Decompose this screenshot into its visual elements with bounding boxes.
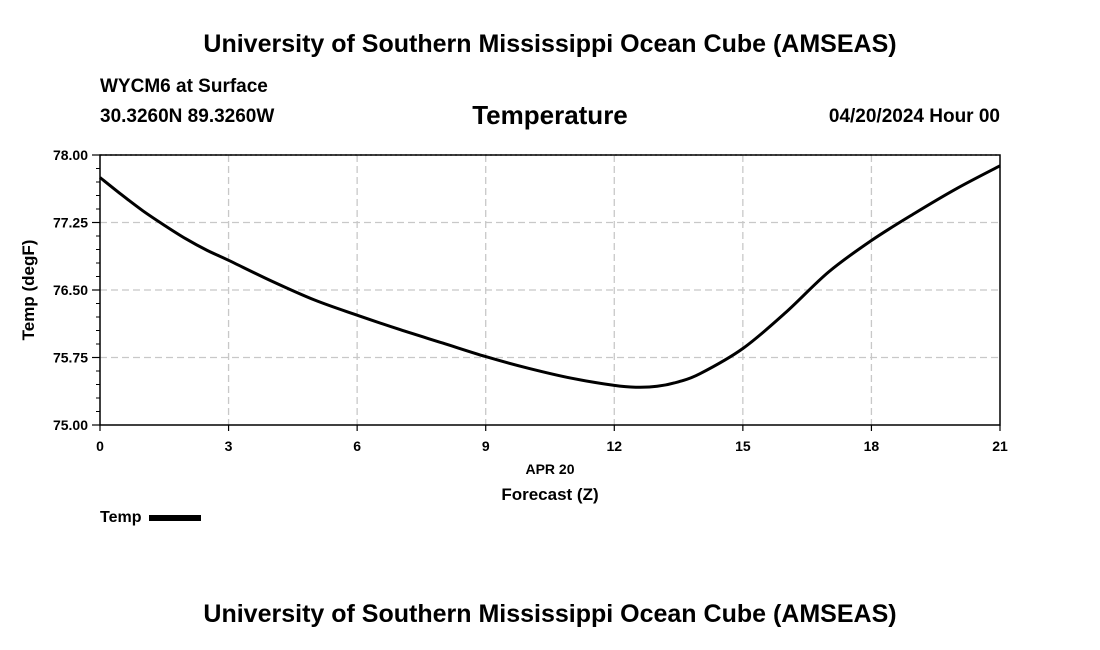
x-axis-label: Forecast (Z) [501, 485, 598, 504]
y-tick-label: 77.25 [53, 215, 88, 231]
x-tick-label: 6 [353, 438, 361, 454]
y-tick-label: 75.75 [53, 350, 88, 366]
legend-label: Temp [100, 509, 142, 526]
x-tick-label: 0 [96, 438, 104, 454]
x-tick-label: 18 [864, 438, 880, 454]
y-tick-label: 75.00 [53, 417, 88, 433]
coordinates-label: 30.3260N 89.3260W [100, 106, 275, 127]
footer-title: University of Southern Mississippi Ocean… [203, 600, 897, 628]
y-axis-label: Temp (degF) [19, 240, 38, 341]
legend: Temp [100, 509, 202, 527]
x-tick-label: 21 [992, 438, 1008, 454]
x-tick-label: 9 [482, 438, 490, 454]
x-tick-label: 12 [606, 438, 622, 454]
x-tick-label: 3 [225, 438, 233, 454]
timestamp-label: 04/20/2024 Hour 00 [828, 106, 1000, 127]
parameter-title: Temperature [472, 100, 628, 130]
series-line-temp [99, 164, 1001, 389]
station-label: WYCM6 at Surface [100, 76, 268, 97]
x-tick-label: 15 [735, 438, 751, 454]
chart-title: University of Southern Mississippi Ocean… [203, 30, 897, 58]
x-date-label: APR 20 [525, 461, 574, 477]
y-tick-label: 76.50 [53, 282, 88, 298]
legend-line-swatch [149, 514, 202, 521]
plot-frame [99, 154, 1001, 426]
y-tick-label: 78.00 [53, 147, 88, 163]
